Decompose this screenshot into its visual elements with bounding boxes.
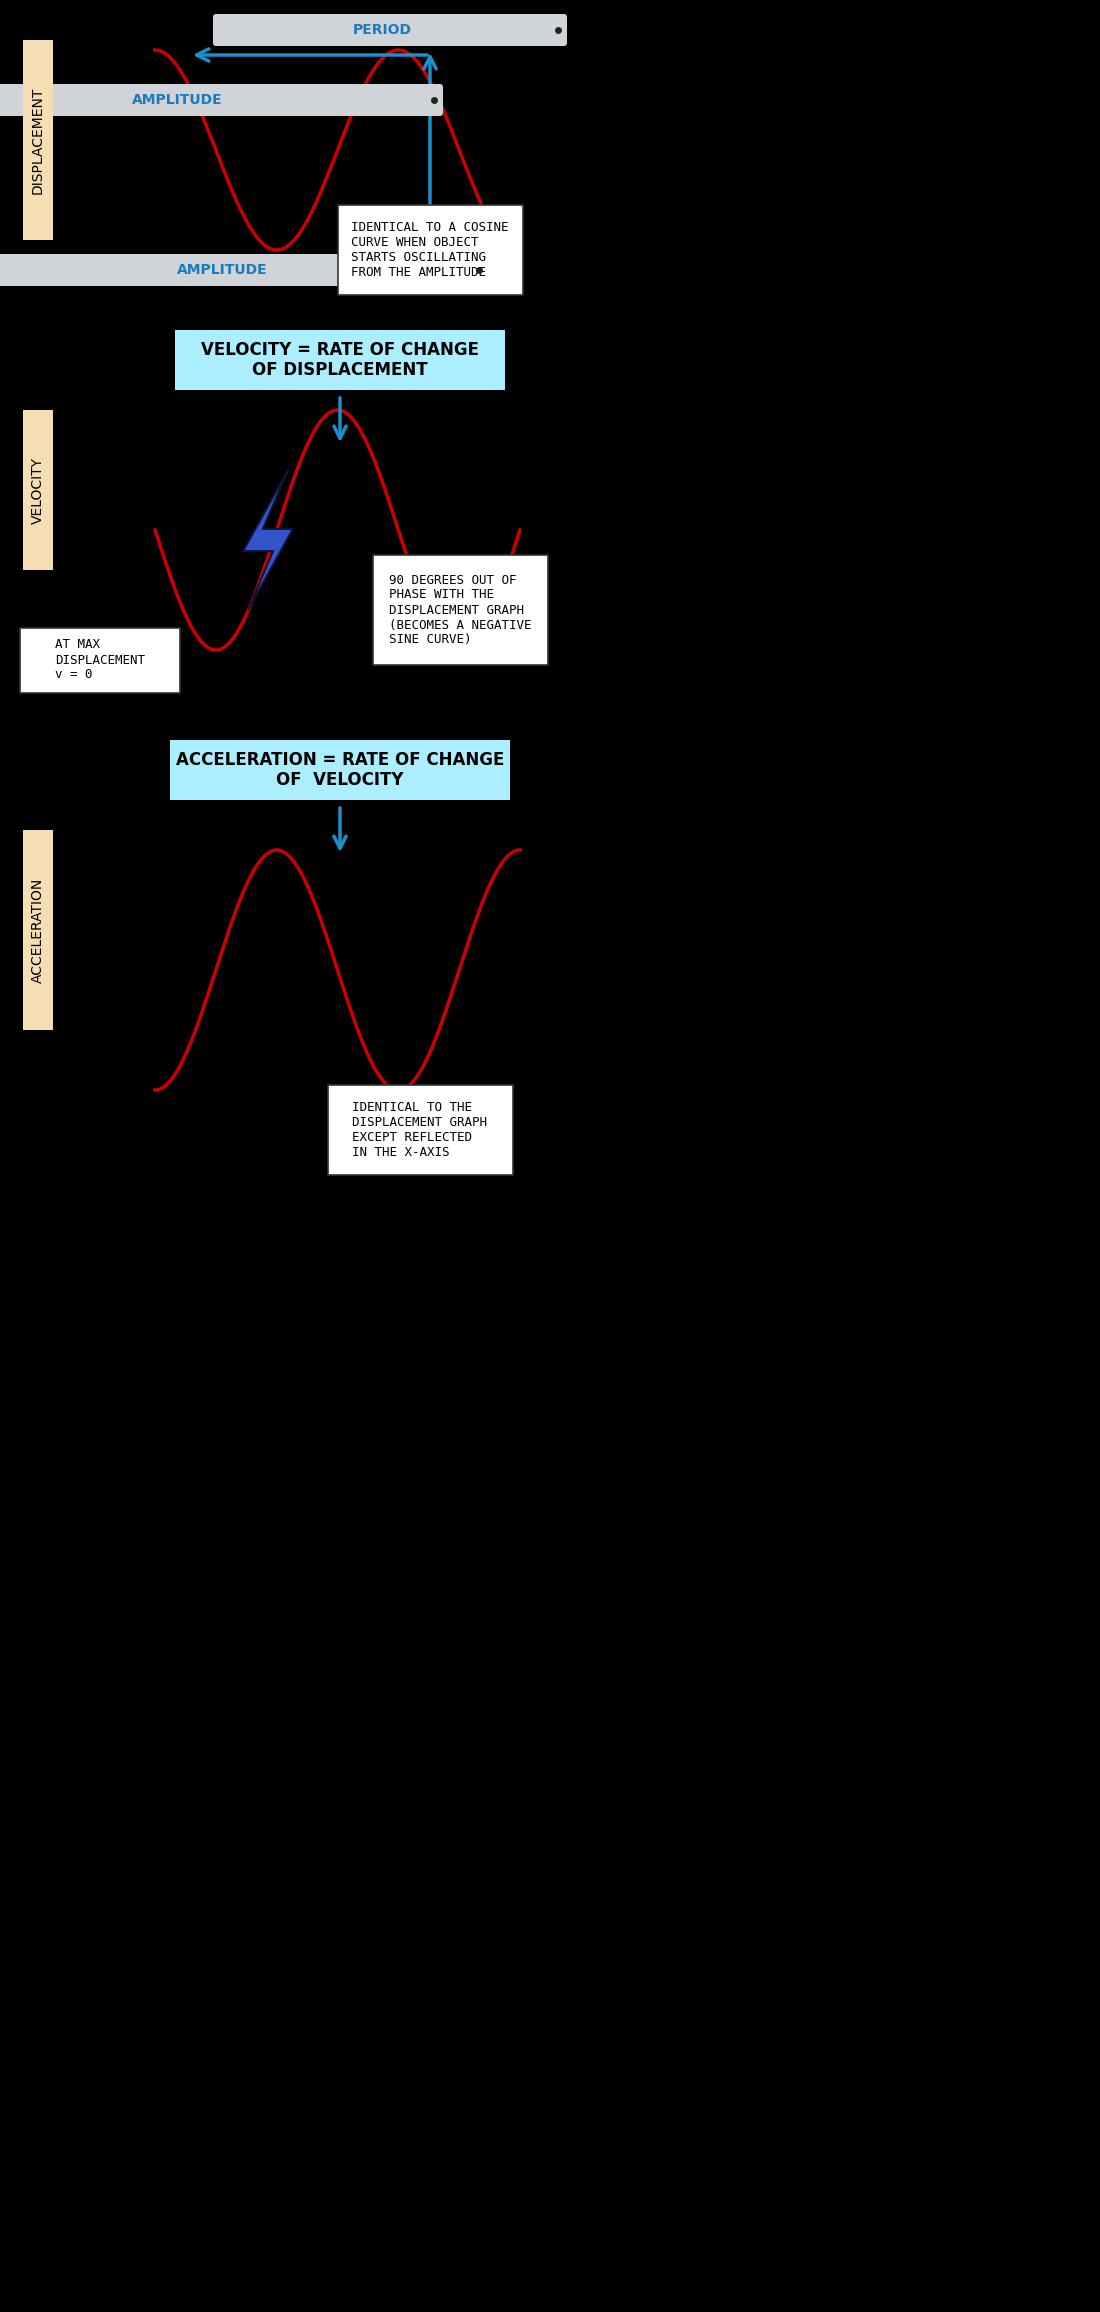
Text: IDENTICAL TO A COSINE
CURVE WHEN OBJECT
STARTS OSCILLATING
FROM THE AMPLITUDE: IDENTICAL TO A COSINE CURVE WHEN OBJECT … <box>351 222 508 280</box>
FancyBboxPatch shape <box>20 627 180 694</box>
Text: AMPLITUDE: AMPLITUDE <box>132 92 222 106</box>
Text: 90 DEGREES OUT OF
PHASE WITH THE
DISPLACEMENT GRAPH
(BECOMES A NEGATIVE
SINE CUR: 90 DEGREES OUT OF PHASE WITH THE DISPLAC… <box>388 573 531 647</box>
FancyBboxPatch shape <box>213 14 566 46</box>
Polygon shape <box>243 469 293 610</box>
Text: ACCELERATION: ACCELERATION <box>31 876 45 983</box>
Text: IDENTICAL TO THE
DISPLACEMENT GRAPH
EXCEPT REFLECTED
IN THE X-AXIS: IDENTICAL TO THE DISPLACEMENT GRAPH EXCE… <box>352 1101 487 1158</box>
Text: PERIOD: PERIOD <box>352 23 411 37</box>
FancyBboxPatch shape <box>23 830 53 1031</box>
Text: DISPLACEMENT: DISPLACEMENT <box>31 86 45 194</box>
FancyBboxPatch shape <box>328 1084 513 1174</box>
Text: AMPLITUDE: AMPLITUDE <box>177 264 267 277</box>
Text: VELOCITY: VELOCITY <box>31 455 45 523</box>
FancyBboxPatch shape <box>23 409 53 571</box>
Text: ACCELERATION = RATE OF CHANGE
OF  VELOCITY: ACCELERATION = RATE OF CHANGE OF VELOCIT… <box>176 751 504 788</box>
FancyBboxPatch shape <box>0 83 443 116</box>
Text: AT MAX
DISPLACEMENT
v = 0: AT MAX DISPLACEMENT v = 0 <box>55 638 145 682</box>
FancyBboxPatch shape <box>373 555 548 666</box>
FancyBboxPatch shape <box>338 206 522 296</box>
FancyBboxPatch shape <box>23 39 53 240</box>
FancyBboxPatch shape <box>0 254 488 287</box>
FancyBboxPatch shape <box>175 331 505 391</box>
Text: VELOCITY = RATE OF CHANGE
OF DISPLACEMENT: VELOCITY = RATE OF CHANGE OF DISPLACEMEN… <box>201 340 478 379</box>
FancyBboxPatch shape <box>170 740 510 800</box>
